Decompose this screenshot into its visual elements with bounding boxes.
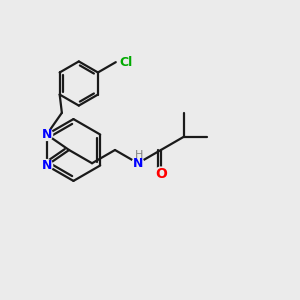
- Circle shape: [41, 129, 52, 140]
- Text: H: H: [135, 150, 144, 160]
- Circle shape: [41, 160, 52, 171]
- Text: N: N: [133, 157, 143, 170]
- Text: O: O: [155, 167, 167, 181]
- Text: N: N: [41, 159, 52, 172]
- Circle shape: [154, 167, 167, 180]
- Circle shape: [132, 158, 144, 169]
- Text: Cl: Cl: [119, 56, 133, 69]
- Text: N: N: [41, 128, 52, 141]
